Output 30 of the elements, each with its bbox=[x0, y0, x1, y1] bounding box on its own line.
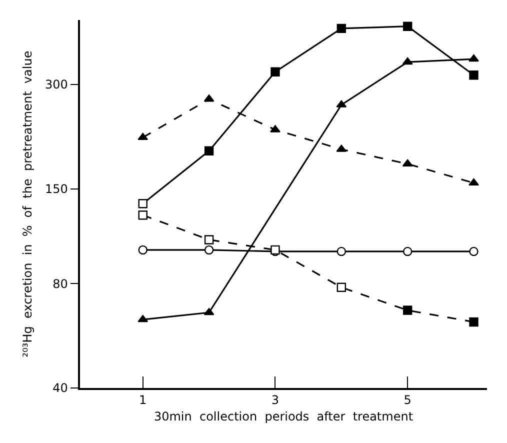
x-tick-label: 3 bbox=[271, 393, 280, 408]
point bbox=[402, 57, 413, 65]
x-tick-label: 1 bbox=[139, 393, 147, 408]
point bbox=[469, 246, 478, 256]
point bbox=[138, 132, 148, 140]
point bbox=[469, 70, 478, 80]
point bbox=[138, 245, 148, 255]
point bbox=[402, 159, 413, 167]
point bbox=[204, 245, 214, 255]
y-axis-title: ²⁰³Hg excretion in % of the pretreatment value bbox=[20, 50, 35, 358]
point bbox=[468, 178, 479, 186]
point bbox=[138, 210, 148, 220]
y-tick-label: 80 bbox=[52, 276, 68, 291]
x-tick-label: 5 bbox=[404, 393, 412, 408]
y-tick-label: 150 bbox=[44, 182, 68, 196]
point bbox=[402, 246, 412, 256]
y-tick-label: 40 bbox=[52, 381, 68, 396]
point bbox=[204, 308, 214, 316]
point bbox=[204, 235, 214, 244]
point bbox=[270, 125, 280, 132]
point bbox=[336, 24, 346, 34]
y-tick-label: 300 bbox=[44, 78, 68, 92]
point bbox=[468, 54, 479, 62]
point bbox=[402, 22, 412, 31]
point bbox=[336, 246, 346, 256]
point bbox=[204, 146, 214, 156]
point bbox=[138, 314, 148, 322]
point bbox=[336, 282, 346, 292]
point bbox=[270, 67, 280, 76]
x-axis-title: 30min collection periods after treatment bbox=[154, 410, 414, 424]
